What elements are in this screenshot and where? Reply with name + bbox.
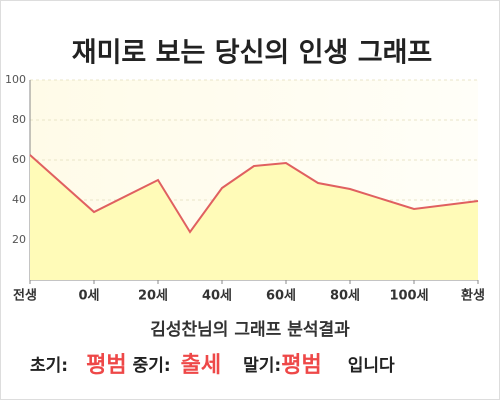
value: 출세 bbox=[181, 353, 221, 378]
x-tick-label: 40세 bbox=[202, 289, 232, 304]
result-heading: 김성찬님의 그래프 분석결과 bbox=[150, 320, 350, 340]
x-tick-label: 20세 bbox=[138, 289, 168, 304]
result-line: 초기: 평범 중기: 출세 말기:평범 입니다 bbox=[30, 353, 395, 378]
label: 중기: bbox=[133, 356, 171, 376]
y-tick-label: 20 bbox=[12, 233, 26, 246]
chart-title: 재미로 보는 당신의 인생 그래프 bbox=[72, 38, 433, 69]
x-tick-label: 환생 bbox=[461, 288, 485, 304]
y-tick-label: 60 bbox=[12, 153, 26, 166]
y-tick-label: 100 bbox=[5, 73, 26, 86]
x-tick-label: 100세 bbox=[389, 289, 428, 304]
suffix: 입니다 bbox=[348, 356, 395, 376]
x-tick-label: 전생 bbox=[13, 288, 37, 304]
value: 평범 bbox=[86, 353, 126, 378]
label: 초기: bbox=[30, 356, 68, 376]
y-tick-label: 40 bbox=[12, 193, 26, 206]
x-tick-label: 0세 bbox=[78, 289, 99, 304]
area bbox=[30, 155, 478, 280]
label: 말기: bbox=[243, 355, 281, 376]
line bbox=[29, 154, 479, 234]
value: 평범 bbox=[281, 353, 321, 378]
y-tick-label: 80 bbox=[12, 113, 26, 126]
x-tick-label: 80세 bbox=[330, 289, 360, 304]
x-tick-label: 60세 bbox=[266, 289, 296, 304]
